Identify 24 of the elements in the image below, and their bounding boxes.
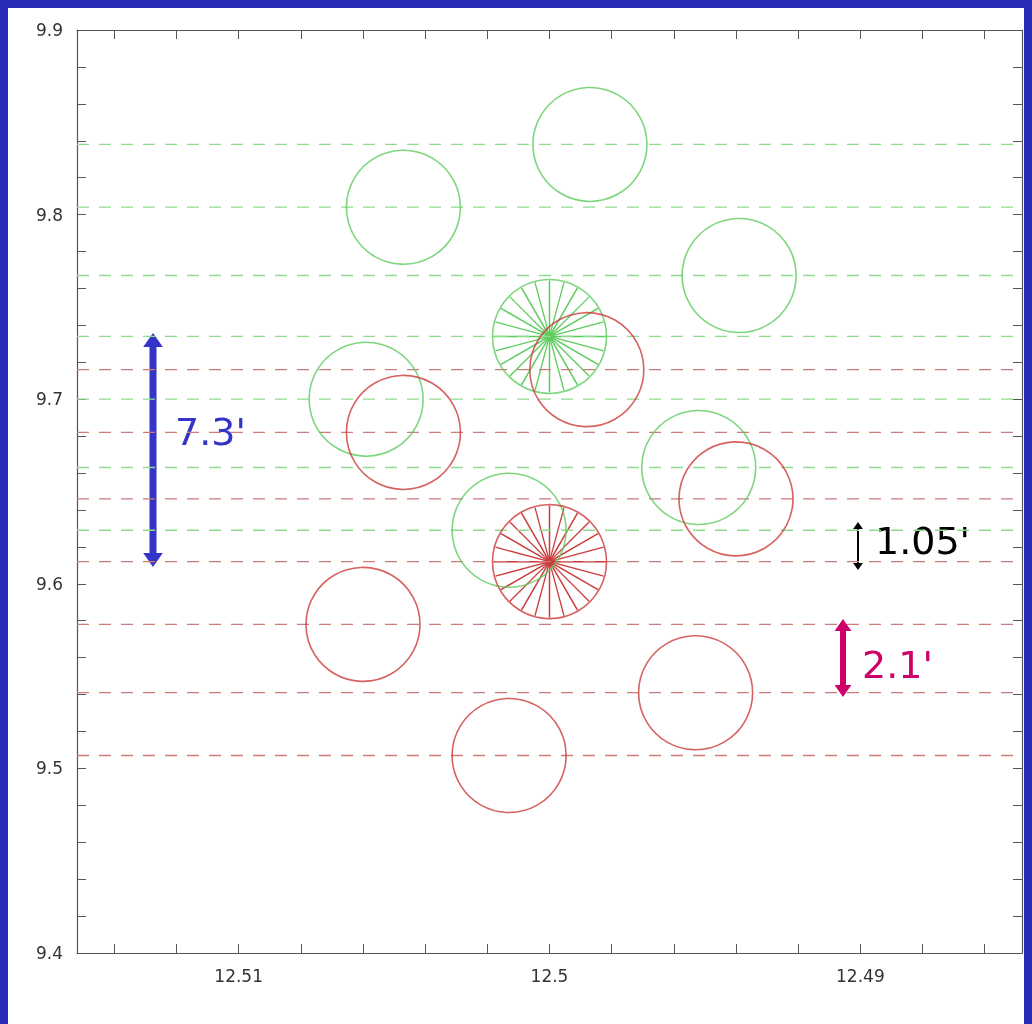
point bbox=[451, 697, 567, 814]
y-tick-label: 9.5 bbox=[35, 758, 63, 779]
point bbox=[345, 149, 462, 265]
y-tick-label: 9.4 bbox=[35, 943, 63, 963]
point bbox=[308, 341, 424, 457]
x-tick-label: 12.5 bbox=[530, 965, 569, 986]
point bbox=[532, 86, 648, 203]
y-tick-label: 9.8 bbox=[35, 204, 63, 225]
annotation: 7.3' bbox=[175, 410, 246, 454]
annotation: 2.1' bbox=[862, 643, 933, 687]
point bbox=[678, 441, 794, 557]
y-tick-label: 9.7 bbox=[35, 389, 63, 410]
x-tick-label: 12.49 bbox=[836, 965, 885, 986]
point bbox=[641, 409, 757, 526]
point bbox=[681, 217, 797, 334]
point bbox=[451, 472, 567, 589]
point bbox=[305, 566, 421, 683]
y-tick-label: 9.6 bbox=[35, 573, 63, 594]
annotation: 1.05' bbox=[875, 519, 971, 563]
point bbox=[345, 374, 462, 491]
x-tick-label: 12.51 bbox=[214, 965, 263, 986]
y-tick-label: 9.9 bbox=[35, 20, 63, 40]
point bbox=[637, 634, 754, 751]
point bbox=[529, 311, 645, 428]
